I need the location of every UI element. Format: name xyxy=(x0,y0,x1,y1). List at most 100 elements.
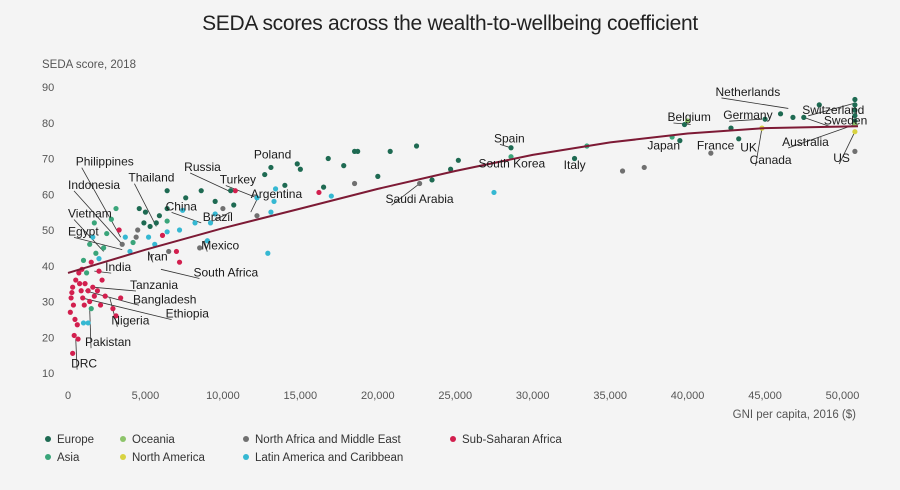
data-point-nafrica xyxy=(119,241,125,247)
data-point-nafrica xyxy=(641,164,647,171)
data-point-europe xyxy=(777,111,784,117)
legend-label-ssa: Sub-Saharan Africa xyxy=(462,434,562,446)
leader-line xyxy=(160,268,200,279)
data-point-europe xyxy=(164,205,170,212)
data-point-ssa xyxy=(70,284,76,290)
data-point-asia xyxy=(80,257,87,263)
data-point-oceania xyxy=(685,118,691,124)
data-point-europe xyxy=(351,148,358,154)
data-point-ssa xyxy=(90,284,96,290)
data-point-europe xyxy=(228,188,234,194)
y-tick-label: 40 xyxy=(42,261,54,273)
chart-title: SEDA scores across the wealth-to-wellbei… xyxy=(202,12,698,35)
data-point-nafrica xyxy=(220,205,226,212)
legend-swatch-ssa xyxy=(450,436,456,442)
x-tick-label: 50,000 xyxy=(826,390,860,402)
data-point-latam xyxy=(145,234,152,240)
data-point-europe xyxy=(387,148,393,154)
country-label: Germany xyxy=(723,108,772,122)
leader-line xyxy=(81,167,122,238)
data-point-ssa xyxy=(99,277,105,283)
data-point-latam xyxy=(85,320,91,326)
data-point-europe xyxy=(153,220,159,226)
data-point-europe xyxy=(231,202,237,208)
legend-swatch-europe xyxy=(45,436,51,442)
data-point-ssa xyxy=(74,322,80,328)
data-point-ssa xyxy=(78,288,84,294)
data-point-europe xyxy=(852,118,858,124)
country-label: Indonesia xyxy=(68,178,120,192)
data-point-europe xyxy=(762,116,768,122)
country-label: Vietnam xyxy=(68,206,112,220)
data-point-ssa xyxy=(81,302,87,308)
data-point-latam xyxy=(152,241,158,247)
data-point-ssa xyxy=(159,232,166,238)
country-label: Spain xyxy=(494,131,525,145)
data-point-ssa xyxy=(76,270,82,276)
data-point-nafrica xyxy=(417,180,423,187)
data-point-asia xyxy=(104,230,110,237)
legend-swatch-oceania xyxy=(120,436,126,442)
country-label: South Africa xyxy=(193,265,258,279)
country-label: Ethiopia xyxy=(166,307,210,321)
data-point-europe xyxy=(375,173,381,179)
y-tick-label: 90 xyxy=(42,82,54,94)
x-tick-label: 25,000 xyxy=(438,390,472,402)
data-point-ssa xyxy=(173,248,180,255)
country-label: Mexico xyxy=(201,239,239,253)
data-point-ssa xyxy=(176,259,183,265)
country-label: Philippines xyxy=(76,155,134,169)
data-point-ssa xyxy=(85,288,91,294)
x-tick-label: 5,000 xyxy=(132,390,160,402)
data-point-latam xyxy=(122,234,128,240)
y-tick-label: 10 xyxy=(42,368,54,380)
data-point-europe xyxy=(147,223,153,230)
data-point-latam xyxy=(271,198,277,204)
legend-label-latam: Latin America and Caribbean xyxy=(255,452,403,464)
legend-label-asia: Asia xyxy=(57,452,80,464)
data-point-latam xyxy=(176,227,183,233)
leader-line xyxy=(721,97,789,109)
data-point-europe xyxy=(677,138,683,144)
data-point-europe xyxy=(448,166,454,172)
country-label: South Korea xyxy=(478,156,545,170)
data-point-latam xyxy=(207,220,214,226)
data-point-ssa xyxy=(87,298,93,305)
x-tick-label: 40,000 xyxy=(671,390,705,402)
data-point-asia xyxy=(87,241,93,247)
data-point-latam xyxy=(164,229,170,235)
data-point-latam xyxy=(180,207,186,213)
y-tick-label: 50 xyxy=(42,225,54,237)
y-tick-label: 30 xyxy=(42,297,54,309)
legend-label-oceania: Oceania xyxy=(132,434,175,446)
y-tick-label: 20 xyxy=(42,332,54,344)
data-point-europe xyxy=(852,102,858,108)
data-point-asia xyxy=(101,245,107,251)
country-label: Japan xyxy=(647,139,680,153)
country-label: Switzerland xyxy=(802,103,864,117)
y-tick-label: 80 xyxy=(42,118,54,130)
data-point-nafrica xyxy=(133,234,139,240)
data-point-europe xyxy=(455,157,461,163)
data-point-nafrica xyxy=(254,213,260,219)
data-point-latam xyxy=(80,320,87,326)
country-label: Australia xyxy=(782,135,829,149)
leader-line xyxy=(73,236,123,251)
data-point-europe xyxy=(681,121,688,128)
y-tick-label: 60 xyxy=(42,189,54,201)
data-point-europe xyxy=(790,114,796,120)
leader-line xyxy=(203,240,208,252)
country-label: Pakistan xyxy=(85,335,131,349)
data-point-latam xyxy=(328,193,334,199)
data-point-ssa xyxy=(80,295,86,301)
leader-line xyxy=(81,297,172,320)
leader-line xyxy=(755,128,763,166)
country-label: Italy xyxy=(564,158,586,172)
x-tick-label: 0 xyxy=(65,390,71,402)
country-label: Bangladesh xyxy=(133,292,196,306)
data-point-nafrica xyxy=(351,180,358,187)
data-point-asia xyxy=(88,306,94,312)
data-point-europe xyxy=(571,155,578,162)
data-point-ssa xyxy=(82,281,88,287)
x-tick-label: 15,000 xyxy=(284,390,318,402)
